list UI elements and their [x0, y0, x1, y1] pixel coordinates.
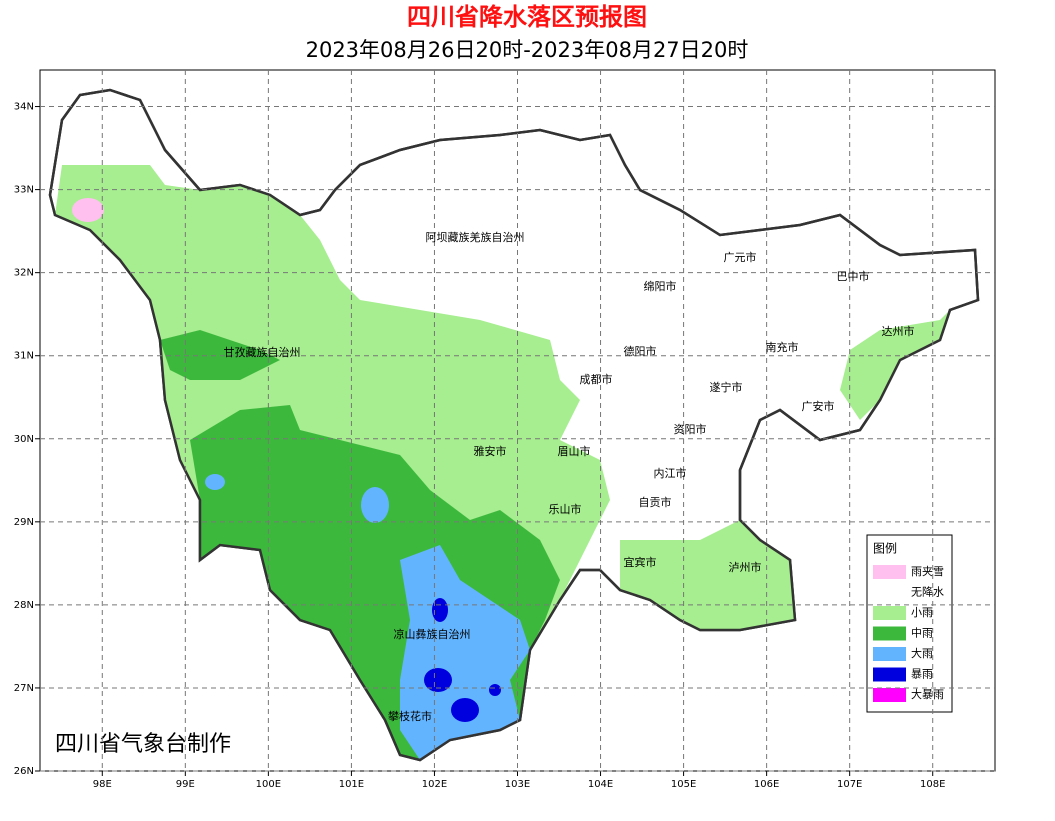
subtitle: 2023年08月26日20时-2023年08月27日20时 [306, 38, 749, 62]
rainstorm-area [424, 668, 452, 692]
x-tick-label: 103E [505, 779, 530, 790]
x-tick-label: 101E [339, 779, 364, 790]
legend-swatch [873, 606, 906, 620]
legend-label: 无降水 [911, 585, 944, 599]
legend-label: 小雨 [911, 606, 933, 619]
place-label: 乐山市 [549, 502, 582, 516]
legend-label: 大雨 [911, 646, 933, 660]
title: 四川省降水落区预报图 [407, 3, 647, 31]
legend-swatch [873, 688, 906, 702]
place-label: 德阳市 [624, 344, 657, 358]
x-tick-label: 106E [754, 779, 779, 790]
place-label: 甘孜藏族自治州 [224, 345, 301, 359]
precip-regions [48, 88, 980, 762]
place-label: 南充市 [766, 340, 799, 354]
credit: 四川省气象台制作 [55, 732, 231, 757]
place-label: 泸州市 [729, 560, 762, 574]
place-label: 凉山彝族自治州 [394, 627, 471, 641]
x-tick-label: 99E [176, 779, 195, 790]
place-label: 广安市 [802, 399, 835, 413]
place-label: 雅安市 [474, 444, 507, 458]
legend-title: 图例 [873, 542, 897, 556]
y-tick-label: 32N [14, 268, 34, 279]
y-tick-label: 34N [14, 102, 34, 113]
heavy-rain-area [400, 545, 530, 760]
rainstorm-area [432, 598, 448, 622]
legend-swatch [873, 626, 906, 641]
x-tick-label: 98E [93, 779, 112, 790]
rainstorm-area [489, 684, 501, 696]
moderate-rain-area [160, 330, 280, 380]
x-tick-label: 104E [588, 779, 613, 790]
legend-swatch [873, 647, 906, 661]
province-border [48, 88, 980, 762]
place-label: 内江市 [654, 466, 687, 480]
place-label: 宜宾市 [624, 555, 657, 569]
place-label: 广元市 [724, 250, 757, 264]
y-tick-label: 29N [14, 517, 34, 528]
y-tick-label: 26N [14, 766, 34, 777]
y-tick-label: 31N [14, 351, 34, 362]
light-rain-area [620, 520, 795, 630]
legend-swatch [873, 565, 906, 579]
rainstorm-area [451, 698, 479, 722]
place-label: 眉山市 [558, 444, 591, 458]
y-tick-label: 28N [14, 600, 34, 611]
y-tick-label: 27N [14, 683, 34, 694]
sleet-area [72, 198, 104, 222]
y-tick-label: 30N [14, 434, 34, 445]
x-tick-label: 102E [422, 779, 447, 790]
x-tick-label: 107E [837, 779, 862, 790]
place-label: 阿坝藏族羌族自治州 [426, 230, 525, 244]
legend-swatch [873, 667, 906, 682]
place-label: 达州市 [882, 324, 915, 338]
heavy-rain-area [361, 487, 389, 523]
y-tick-label: 33N [14, 185, 34, 196]
light-rain-area [840, 310, 950, 420]
place-label: 绵阳市 [644, 279, 677, 293]
place-label: 自贡市 [639, 495, 672, 509]
x-tick-label: 108E [920, 779, 945, 790]
place-label: 成都市 [580, 372, 613, 386]
legend-label: 中雨 [911, 627, 933, 640]
place-label: 巴中市 [837, 269, 870, 283]
legend-box [866, 534, 953, 713]
x-tick-label: 100E [256, 779, 281, 790]
x-tick-label: 105E [671, 779, 696, 790]
legend-label: 雨夹雪 [911, 565, 944, 578]
place-label: 资阳市 [674, 422, 707, 436]
legend-label: 暴雨 [911, 668, 933, 681]
place-label: 遂宁市 [710, 380, 743, 394]
place-label: 攀枝花市 [388, 709, 432, 723]
heavy-rain-area [205, 474, 225, 490]
legend-swatch [873, 585, 906, 600]
legend-label: 大暴雨 [911, 687, 944, 701]
